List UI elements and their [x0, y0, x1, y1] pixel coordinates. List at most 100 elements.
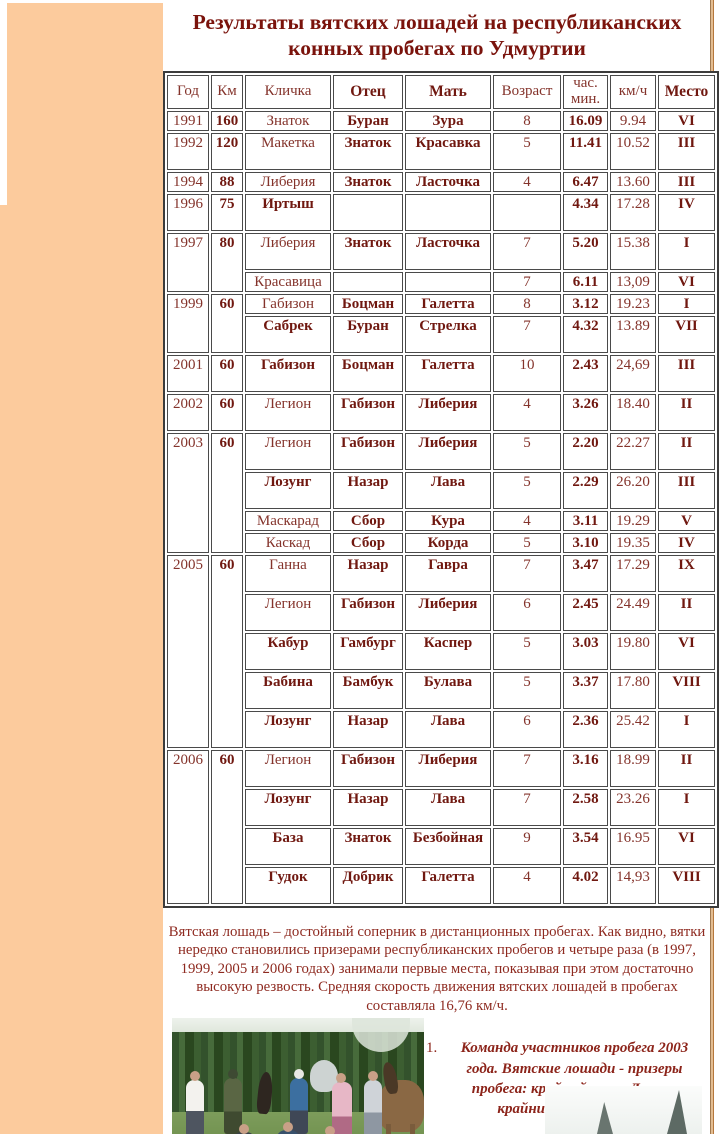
cell-age: 10	[493, 354, 561, 392]
cell-sire: Сбор	[333, 510, 403, 531]
cell-sire: Добрик	[333, 866, 403, 904]
person-figure	[224, 1069, 242, 1134]
horse-leg	[386, 1124, 391, 1134]
cell-km: 160	[211, 110, 243, 131]
caption-list-number: 1.	[426, 1040, 438, 1057]
cell-age: 4	[493, 510, 561, 531]
cell-place: II	[658, 393, 715, 431]
table-row: 1999 60 Габизон Боцман Галетта 8 3.12 19.23 I	[167, 293, 715, 353]
cell-name: Кабур	[245, 632, 331, 670]
cell-name: Легион	[245, 593, 331, 631]
cell-km: 88	[211, 171, 243, 192]
person-figure	[332, 1073, 352, 1134]
cell-year: 2006	[167, 749, 209, 904]
cell-place: III	[658, 171, 715, 192]
cell-time: 4.32	[563, 315, 608, 353]
table-row: Бабина Бамбук Булава 5 3.37 17.80 VIII	[167, 671, 715, 709]
cell-age: 5	[493, 471, 561, 509]
cell-sire: Гамбург	[333, 632, 403, 670]
column-header: км/ч	[610, 75, 656, 109]
cell-time: 3.26	[563, 393, 608, 431]
cell-age: 5	[493, 632, 561, 670]
cell-year: 2001	[167, 354, 209, 392]
cell-time: 2.43	[563, 354, 608, 392]
cell-time: 3.16	[563, 749, 608, 787]
cell-sire: Габизон	[333, 432, 403, 470]
cell-place: VI	[658, 827, 715, 865]
cell-dam	[405, 271, 491, 292]
cell-dam: Кура	[405, 510, 491, 531]
cell-speed: 18.40	[610, 393, 656, 431]
table-row: 2006 60 Легион Габизон Либерия 7 3.16 18.99 II	[167, 749, 715, 904]
cell-speed: 13,09	[610, 271, 656, 292]
cell-speed: 25.42	[610, 710, 656, 748]
results-table: Год Км Кличка Отец Мать Возраст час. мин. км/ч М…	[163, 71, 719, 908]
cell-time: 2.45	[563, 593, 608, 631]
cell-place: III	[658, 132, 715, 170]
cell-time: 3.37	[563, 671, 608, 709]
cell-place: VI	[658, 632, 715, 670]
cell-sire: Назар	[333, 710, 403, 748]
cell-sire: Буран	[333, 315, 403, 353]
cell-place: VI	[658, 110, 715, 131]
cell-time: 3.10	[563, 532, 608, 553]
table-row: Маскарад Сбор Кура 4 3.11 19.29 V	[167, 510, 715, 531]
table-row: 1994 88 Либерия Знаток Ласточка 4 6.47 13.60 III	[167, 171, 715, 192]
cell-age: 4	[493, 866, 561, 904]
cell-age: 5	[493, 432, 561, 470]
table-row: Сабрек Буран Стрелка 7 4.32 13.89 VII	[167, 315, 715, 353]
cell-sire: Знаток	[333, 171, 403, 192]
cell-sire	[333, 271, 403, 292]
cell-time: 6.47	[563, 171, 608, 192]
cell-name: Красавица	[245, 271, 331, 292]
column-header: Возраст	[493, 75, 561, 109]
cell-speed: 19.23	[610, 293, 656, 314]
cell-age: 4	[493, 171, 561, 192]
person-figure	[364, 1071, 382, 1134]
cell-speed: 17.28	[610, 193, 656, 231]
cell-place: II	[658, 749, 715, 787]
table-row: 1991 160 Знаток Буран Зура 8 16.09 9.94 VI	[167, 110, 715, 131]
cell-time: 2.29	[563, 471, 608, 509]
cell-age: 4	[493, 393, 561, 431]
content-column: Результаты вятских лошадей на республика…	[163, 0, 719, 1134]
person-figure	[186, 1071, 204, 1134]
cell-speed: 23.26	[610, 788, 656, 826]
cell-dam: Галетта	[405, 866, 491, 904]
cell-time: 4.34	[563, 193, 608, 231]
cell-dam: Либерия	[405, 393, 491, 431]
cell-age: 7	[493, 315, 561, 353]
cell-place: VIII	[658, 671, 715, 709]
cell-age: 8	[493, 110, 561, 131]
cell-year: 1991	[167, 110, 209, 131]
table-row: Каскад Сбор Корда 5 3.10 19.35 IV	[167, 532, 715, 553]
cell-name: Лозунг	[245, 710, 331, 748]
cell-dam: Лава	[405, 788, 491, 826]
cell-year: 1994	[167, 171, 209, 192]
table-row: Легион Габизон Либерия 6 2.45 24.49 II	[167, 593, 715, 631]
cell-dam: Безбойная	[405, 827, 491, 865]
cell-time: 6.11	[563, 271, 608, 292]
cell-speed: 19.29	[610, 510, 656, 531]
cell-dam: Зура	[405, 110, 491, 131]
cell-place: I	[658, 232, 715, 270]
cell-name: Гудок	[245, 866, 331, 904]
table-row: 2001 60 Габизон Боцман Галетта 10 2.43 24,69 III	[167, 354, 715, 392]
cell-speed: 26.20	[610, 471, 656, 509]
left-background-panel	[0, 0, 163, 1134]
cell-km: 80	[211, 232, 243, 292]
cell-place: II	[658, 593, 715, 631]
horse-ear-shape	[667, 1090, 687, 1134]
cell-sire: Боцман	[333, 293, 403, 314]
cell-age: 9	[493, 827, 561, 865]
cell-time: 2.36	[563, 710, 608, 748]
cell-place: IV	[658, 532, 715, 553]
cell-name: Либерия	[245, 171, 331, 192]
cell-time: 3.03	[563, 632, 608, 670]
cell-name: Маскарад	[245, 510, 331, 531]
table-row: База Знаток Безбойная 9 3.54 16.95 VI	[167, 827, 715, 865]
column-header: Отец	[333, 75, 403, 109]
horse-ear-shape	[597, 1102, 613, 1134]
cell-speed: 18.99	[610, 749, 656, 787]
table-row: Красавица 7 6.11 13,09 VI	[167, 271, 715, 292]
